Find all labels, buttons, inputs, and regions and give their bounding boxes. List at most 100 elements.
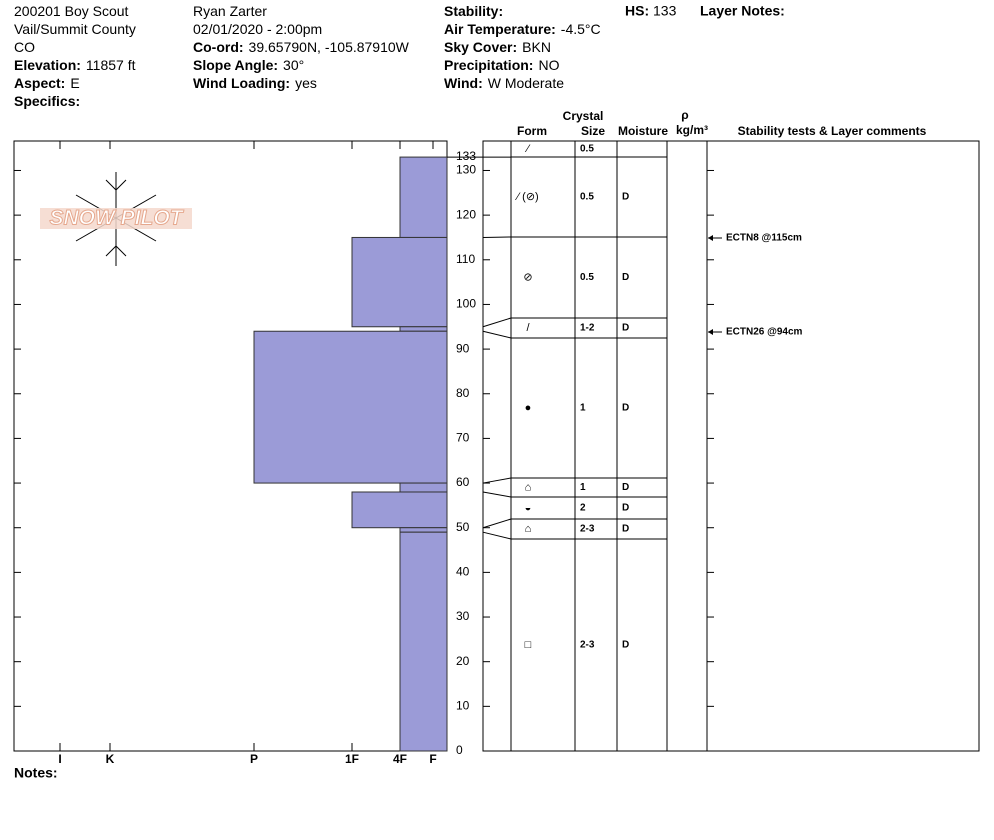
x-tick-label: I bbox=[58, 752, 61, 766]
moisture: D bbox=[622, 192, 629, 203]
header-field: Co-ord: 39.65790N, -105.87910W bbox=[193, 39, 410, 55]
y-tick-label: 120 bbox=[456, 207, 476, 221]
depth-connector bbox=[482, 330, 512, 339]
header-field: Wind: W Moderate bbox=[444, 75, 564, 91]
table-header: Form bbox=[517, 124, 547, 138]
logo-band bbox=[40, 208, 192, 229]
field-label: Stability: bbox=[444, 3, 503, 19]
y-tick-label: 130 bbox=[456, 163, 476, 177]
x-tick-label: 1F bbox=[345, 752, 359, 766]
header-field: CO bbox=[14, 39, 35, 55]
hs-label: HS: bbox=[625, 3, 649, 19]
field-label: Elevation: bbox=[14, 57, 81, 73]
crystal-form: / bbox=[526, 322, 530, 334]
table-header: kg/m³ bbox=[676, 123, 708, 137]
table-header: Size bbox=[581, 124, 605, 138]
notes-label: Notes: bbox=[14, 765, 58, 781]
stability-test: ECTN26 @94cm bbox=[726, 327, 803, 338]
crystal-form: ⊘ bbox=[523, 271, 532, 283]
crystal-size: 0.5 bbox=[580, 144, 594, 155]
hs-value: 133 bbox=[653, 3, 677, 19]
crystal-form: ⁄ bbox=[524, 143, 531, 155]
crystal-size: 1 bbox=[580, 482, 586, 493]
depth-connector bbox=[482, 531, 512, 540]
y-tick-label: 40 bbox=[456, 565, 470, 579]
table-header: Crystal bbox=[563, 109, 604, 123]
header-field: Wind Loading: yes bbox=[193, 75, 317, 91]
field-label: Wind: bbox=[444, 75, 483, 91]
crystal-size: 1 bbox=[580, 403, 586, 414]
y-tick-label: 80 bbox=[456, 386, 470, 400]
crystal-form: ◒ bbox=[525, 502, 532, 514]
moisture: D bbox=[622, 272, 629, 283]
stability-test: ECTN8 @115cm bbox=[726, 233, 802, 244]
x-tick-label: F bbox=[429, 752, 436, 766]
moisture: D bbox=[622, 503, 629, 514]
table-header: Stability tests & Layer comments bbox=[738, 124, 927, 138]
hardness-bar bbox=[253, 330, 448, 484]
y-tick-label: 20 bbox=[456, 654, 470, 668]
field-label: Air Temperature: bbox=[444, 21, 556, 37]
field-label: Aspect: bbox=[14, 75, 65, 91]
x-tick-label: 4F bbox=[393, 752, 407, 766]
hardness-bar bbox=[399, 482, 448, 493]
test-arrowhead bbox=[708, 329, 713, 335]
field-label: Precipitation: bbox=[444, 57, 533, 73]
header-field: Specifics: bbox=[14, 93, 80, 109]
header-field: Stability: bbox=[444, 3, 503, 19]
field-label: Co-ord: bbox=[193, 39, 244, 55]
header-text: Vail/Summit County bbox=[14, 21, 136, 37]
moisture: D bbox=[622, 640, 629, 651]
field-value: -4.5°C bbox=[561, 21, 601, 37]
hs-tick-label: 133 bbox=[456, 149, 476, 163]
depth-connector bbox=[482, 518, 512, 529]
depth-connector bbox=[482, 477, 512, 484]
header-field: Slope Angle: 30° bbox=[193, 57, 304, 73]
hardness-bar bbox=[399, 531, 448, 752]
crystal-size: 2-3 bbox=[580, 640, 595, 651]
field-label: Wind Loading: bbox=[193, 75, 290, 91]
hardness-bar bbox=[399, 156, 448, 238]
crystal-size: 2 bbox=[580, 503, 586, 514]
crystal-size: 0.5 bbox=[580, 192, 594, 203]
moisture: D bbox=[622, 323, 629, 334]
field-value: W Moderate bbox=[488, 75, 564, 91]
crystal-form: ⌂ bbox=[525, 523, 532, 535]
header-field: Air Temperature: -4.5°C bbox=[444, 21, 601, 37]
crystal-size: 1-2 bbox=[580, 323, 595, 334]
crystal-form: □ bbox=[525, 639, 532, 651]
y-tick-label: 10 bbox=[456, 699, 470, 713]
y-tick-label: 50 bbox=[456, 520, 470, 534]
y-tick-label: 60 bbox=[456, 475, 470, 489]
header-text: 200201 Boy Scout bbox=[14, 3, 129, 19]
table-frame bbox=[482, 140, 980, 752]
hardness-bar bbox=[399, 527, 448, 533]
header-field: Precipitation: NO bbox=[444, 57, 560, 73]
y-tick-label: 70 bbox=[456, 431, 470, 445]
hardness-bar bbox=[351, 491, 448, 529]
header-text: Ryan Zarter bbox=[193, 3, 267, 19]
field-value: yes bbox=[295, 75, 317, 91]
layer-notes-label: Layer Notes: bbox=[700, 3, 785, 19]
hardness-bar bbox=[399, 326, 448, 332]
table-header: ρ bbox=[681, 108, 688, 122]
header-field: Sky Cover: BKN bbox=[444, 39, 551, 55]
crystal-form: ⌂ bbox=[525, 481, 532, 493]
y-tick-label: 110 bbox=[456, 252, 475, 266]
field-value: NO bbox=[538, 57, 559, 73]
crystal-size: 0.5 bbox=[580, 272, 594, 283]
y-tick-label: 100 bbox=[456, 297, 476, 311]
header-field: Ryan Zarter bbox=[193, 3, 267, 19]
field-value: 11857 ft bbox=[86, 57, 136, 73]
depth-connector bbox=[482, 491, 512, 498]
y-tick-label: 90 bbox=[456, 341, 470, 355]
test-arrowhead bbox=[708, 235, 713, 241]
depth-connector bbox=[482, 317, 512, 328]
hardness-bar bbox=[351, 236, 448, 328]
field-value: BKN bbox=[522, 39, 551, 55]
crystal-form: ● bbox=[525, 402, 532, 414]
crystal-form: ⁄ (⊘) bbox=[514, 191, 538, 203]
y-tick-label: 0 bbox=[456, 743, 463, 757]
